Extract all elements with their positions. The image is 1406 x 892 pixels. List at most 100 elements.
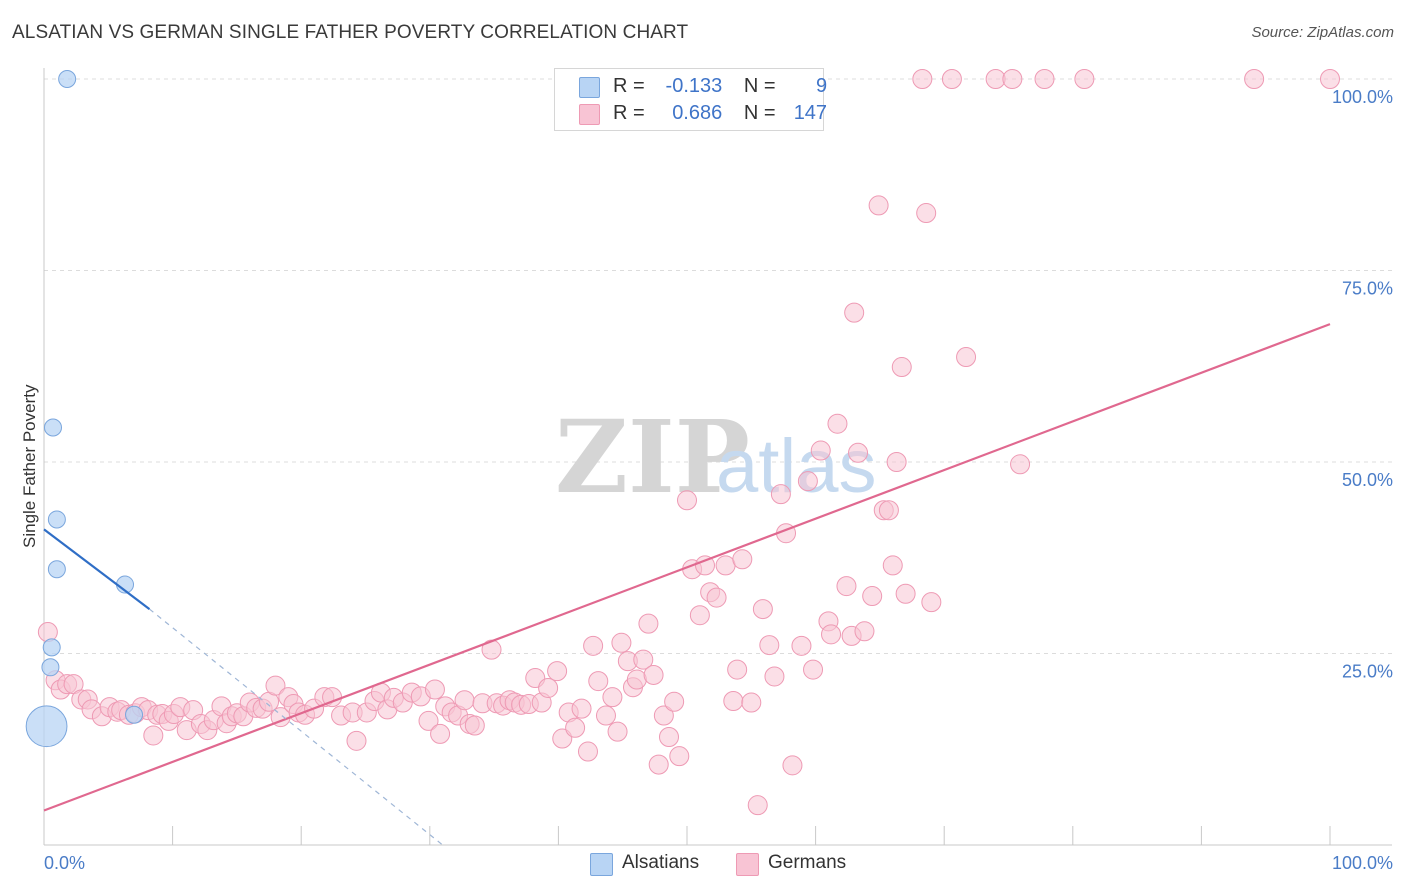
german-point (583, 635, 604, 656)
legend-r-value: -0.133 (665, 75, 723, 97)
german-point (424, 679, 445, 700)
trend-line-germans (43, 323, 1331, 812)
german-point (1074, 69, 1095, 89)
german-point (723, 690, 744, 711)
legend-label-alsatians: Alsatians (622, 852, 700, 873)
german-point (346, 730, 367, 751)
legend-n-label: N = (743, 102, 776, 124)
german-point (770, 484, 791, 505)
y-tick-label: 50.0% (1342, 470, 1393, 490)
legend-swatch-alsatians (579, 77, 600, 98)
german-point (547, 661, 568, 682)
legend-r-label: R = (613, 75, 645, 97)
german-point (577, 741, 598, 762)
german-point (882, 555, 903, 576)
alsatian-point (47, 560, 66, 579)
source-label: Source: ZipAtlas.com (1251, 24, 1394, 41)
german-point (921, 592, 942, 613)
german-point (727, 659, 748, 680)
german-point (669, 746, 690, 767)
legend-r-value: 0.686 (672, 102, 723, 124)
german-point (565, 717, 586, 738)
german-point (810, 440, 831, 461)
german-point (836, 576, 857, 597)
german-point (1010, 454, 1031, 475)
german-point (715, 555, 736, 576)
alsatian-point (47, 510, 66, 529)
german-point (895, 583, 916, 604)
alsatian-point (41, 658, 60, 677)
german-point (844, 302, 865, 323)
german-point (752, 599, 773, 620)
german-point (607, 721, 628, 742)
german-point (747, 795, 768, 816)
german-point (648, 754, 669, 775)
german-point (633, 649, 654, 670)
y-axis-label: Single Father Poverty (20, 384, 39, 548)
german-point (571, 698, 592, 719)
german-point (741, 692, 762, 713)
german-point (706, 587, 727, 608)
german-point (552, 728, 573, 749)
alsatian-point (125, 705, 144, 724)
german-point (827, 413, 848, 434)
german-point (985, 69, 1006, 89)
german-point (611, 632, 632, 653)
y-tick-label: 100.0% (1332, 87, 1393, 107)
x-tick-label: 100.0% (1332, 853, 1393, 873)
german-point (916, 203, 937, 224)
trend-lines (43, 323, 1331, 846)
legend-n-label: N = (743, 75, 776, 97)
legend-swatch-germans (579, 104, 600, 125)
german-point (464, 715, 485, 736)
watermark-atlas: atlas (716, 424, 877, 509)
german-point (1244, 69, 1265, 89)
legend-item-alsatians[interactable]: Alsatians (590, 852, 720, 876)
legend-n-value: 147 (793, 102, 828, 124)
german-point (37, 622, 58, 643)
german-point (430, 723, 451, 744)
german-point (1320, 69, 1340, 89)
german-point (265, 675, 286, 696)
german-point (1034, 69, 1055, 89)
german-point (732, 549, 753, 570)
german-point (878, 500, 899, 521)
legend-item-germans[interactable]: Germans (736, 852, 866, 876)
tick-labels: 25.0% 50.0% 75.0% 100.0% 0.0% 100.0% (44, 87, 1393, 873)
german-point (941, 69, 962, 89)
german-point (689, 605, 710, 626)
german-point (791, 635, 812, 656)
series-alsatians (25, 70, 144, 748)
watermark-zip: ZIP (555, 398, 750, 516)
german-point (643, 664, 664, 685)
german-point (886, 452, 907, 472)
alsatian-point (44, 418, 63, 437)
german-point (595, 705, 616, 726)
german-point (956, 347, 977, 368)
german-point (821, 624, 842, 645)
german-point (653, 705, 674, 726)
german-point (664, 691, 685, 712)
alsatian-point (58, 70, 77, 88)
trend-line-alsatians (43, 528, 151, 610)
german-point (626, 669, 647, 690)
chart-title: ALSATIAN VS GERMAN SINGLE FATHER POVERTY… (12, 22, 689, 43)
alsatian-point (42, 638, 61, 657)
german-point (695, 555, 716, 576)
german-point (912, 69, 933, 89)
german-point (1002, 69, 1023, 89)
german-point (538, 677, 559, 698)
x-tick-label: 0.0% (44, 853, 85, 873)
legend-r-label: R = (613, 102, 645, 124)
german-point (782, 755, 803, 776)
german-point (418, 710, 439, 731)
german-point (759, 635, 780, 656)
german-point (143, 725, 164, 746)
german-point (848, 442, 869, 463)
german-point (797, 471, 818, 492)
german-point (588, 671, 609, 692)
german-point (803, 659, 824, 680)
legend-swatch-germans (736, 853, 759, 876)
legend-label-germans: Germans (768, 852, 847, 873)
